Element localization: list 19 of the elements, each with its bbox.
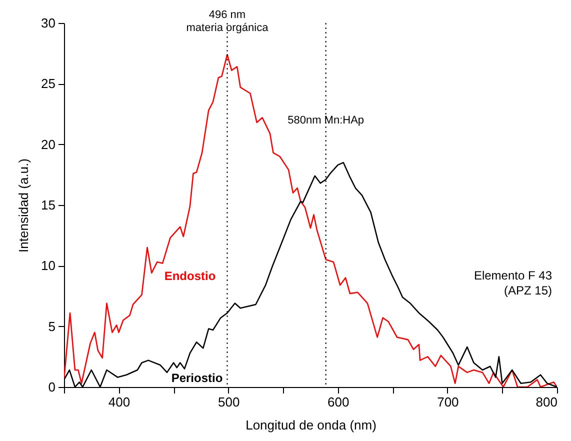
x-tick-label: 600	[328, 394, 350, 410]
series-label: Periostio	[171, 371, 223, 385]
y-tick-label: 30	[41, 16, 56, 30]
y-tick-label: 0	[48, 380, 56, 394]
x-tick-label: 700	[437, 394, 459, 410]
x-axis-title: Longitud de onda (nm)	[246, 418, 376, 432]
annotation: Elemento F 43 (APZ 15)	[474, 268, 552, 298]
x-tick-label: 400	[108, 394, 130, 410]
x-tick-label: 500	[218, 394, 240, 410]
annotation: 496 nm materia orgánica	[186, 9, 270, 34]
x-tick-label: 800	[536, 394, 558, 410]
series-label: Endostio	[164, 269, 216, 283]
y-tick-label: 25	[41, 76, 56, 92]
y-tick-label: 10	[41, 258, 56, 274]
y-tick-label: 20	[41, 136, 56, 152]
annotation: 580nm Mn:HAp	[288, 114, 364, 127]
y-tick-label: 15	[41, 198, 56, 212]
y-tick-label: 5	[48, 318, 56, 334]
y-axis-title: Intensidad (a.u.)	[16, 158, 32, 252]
